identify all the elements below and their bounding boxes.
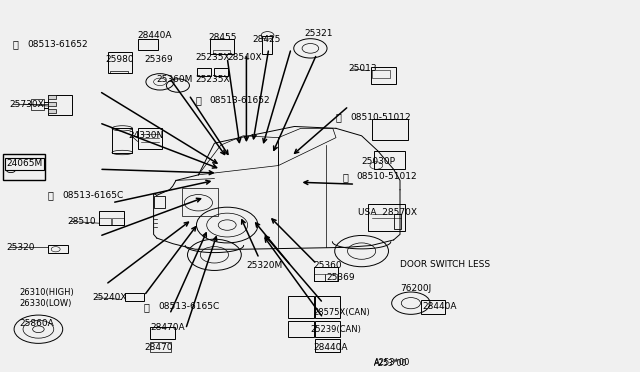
Text: 28510: 28510 (67, 217, 96, 226)
Bar (3, 154, 45, 180)
Bar (31, 99, 44, 110)
Text: 25239(CAN): 25239(CAN) (310, 325, 361, 334)
Text: 28470: 28470 (144, 343, 173, 352)
Bar (182, 188, 218, 216)
Text: 25730X: 25730X (10, 100, 44, 109)
Bar (315, 296, 340, 318)
Bar (138, 128, 162, 149)
Bar (262, 36, 272, 54)
Text: 08513-6165C: 08513-6165C (62, 191, 124, 200)
Bar (372, 119, 408, 140)
Bar (48, 102, 56, 106)
Bar (108, 52, 132, 73)
Text: 76200J: 76200J (400, 284, 431, 293)
Text: 08513-6165C: 08513-6165C (158, 302, 220, 311)
Bar (314, 267, 338, 281)
Bar (138, 39, 158, 50)
Text: 28425: 28425 (253, 35, 281, 44)
Bar (374, 151, 405, 169)
Text: 28575X(CAN): 28575X(CAN) (314, 308, 371, 317)
Text: 25320M: 25320M (246, 262, 283, 270)
Bar (368, 204, 405, 231)
Text: 24065M: 24065M (6, 159, 43, 168)
Text: A253*00: A253*00 (374, 358, 411, 367)
Bar (325, 274, 337, 281)
Bar (112, 128, 132, 153)
Bar (315, 321, 340, 337)
Bar (48, 95, 72, 115)
Bar (48, 245, 68, 253)
Bar (421, 300, 445, 314)
Bar (315, 339, 340, 352)
Text: 28455: 28455 (208, 33, 237, 42)
Text: 24330N: 24330N (128, 131, 163, 140)
Bar (214, 68, 228, 76)
Bar (150, 342, 171, 352)
Text: 25240X: 25240X (93, 293, 127, 302)
Text: Ⓢ: Ⓢ (144, 302, 150, 312)
Bar (288, 296, 314, 318)
Text: 08513-61652: 08513-61652 (27, 40, 88, 49)
Bar (314, 274, 325, 281)
Bar (197, 68, 211, 76)
Text: 28440A: 28440A (422, 302, 457, 311)
Text: Ⓢ: Ⓢ (336, 112, 342, 122)
Bar (394, 214, 401, 229)
Text: 25360M: 25360M (157, 76, 193, 84)
Text: 08510-51012: 08510-51012 (350, 113, 411, 122)
Text: Ⓢ: Ⓢ (195, 96, 201, 105)
Text: A253*00: A253*00 (374, 359, 408, 368)
Text: 25980: 25980 (106, 55, 134, 64)
Text: 28440A: 28440A (138, 31, 172, 40)
Text: 25360: 25360 (314, 262, 342, 270)
Text: 08513-61652: 08513-61652 (209, 96, 270, 105)
Text: 25235X: 25235X (195, 53, 230, 62)
Bar (288, 321, 314, 337)
Text: USA  28570X: USA 28570X (358, 208, 417, 217)
Text: 28470A: 28470A (150, 323, 185, 332)
Bar (210, 39, 234, 54)
Text: 25860A: 25860A (19, 319, 54, 328)
Bar (154, 196, 165, 208)
Bar (99, 211, 124, 225)
Text: 25030P: 25030P (362, 157, 396, 166)
Text: 25321: 25321 (304, 29, 333, 38)
Text: 28540X: 28540X (227, 53, 262, 62)
Text: 25369: 25369 (326, 273, 355, 282)
Text: DOOR SWITCH LESS: DOOR SWITCH LESS (400, 260, 490, 269)
Bar (372, 70, 390, 78)
Bar (112, 218, 124, 225)
Text: Ⓑ: Ⓑ (48, 190, 54, 200)
Bar (125, 293, 144, 301)
Text: 25235X: 25235X (195, 76, 230, 84)
Bar (99, 218, 111, 225)
Text: 25320: 25320 (6, 243, 35, 252)
Text: 25369: 25369 (144, 55, 173, 64)
Bar (48, 109, 56, 113)
Bar (371, 67, 396, 84)
Text: Ⓢ: Ⓢ (13, 40, 19, 49)
Text: 08510-51012: 08510-51012 (356, 172, 417, 181)
Bar (150, 327, 175, 339)
Bar (48, 95, 56, 99)
Text: Ⓢ: Ⓢ (342, 172, 348, 182)
Text: 28440A: 28440A (314, 343, 348, 352)
Text: 26310(HIGH): 26310(HIGH) (19, 288, 74, 296)
Text: 26330(LOW): 26330(LOW) (19, 299, 72, 308)
Text: 25013: 25013 (349, 64, 378, 73)
